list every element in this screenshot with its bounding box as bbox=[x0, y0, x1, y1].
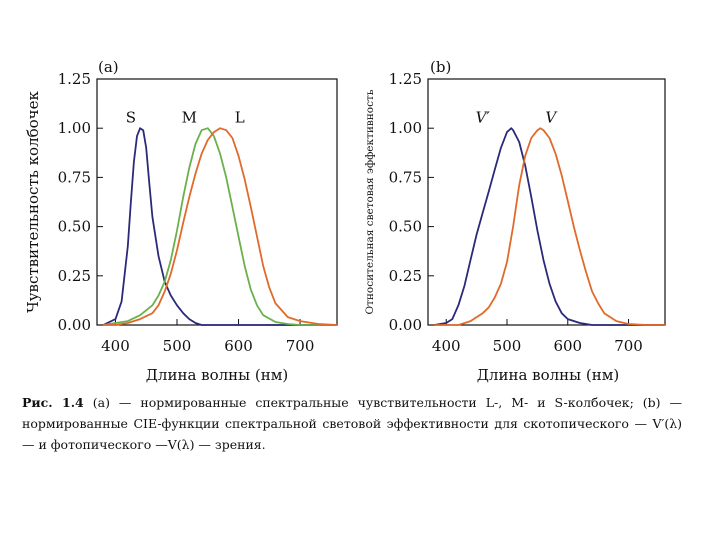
curve-label-a: M bbox=[182, 108, 197, 126]
curve-label-a: L bbox=[235, 108, 245, 126]
x-tick-label-a: 400 bbox=[101, 337, 130, 355]
figure-caption: Рис. 1.4 (a) — нормированные спектральны… bbox=[22, 392, 682, 455]
x-tick-label-a: 600 bbox=[224, 337, 253, 355]
curve-label-a: S bbox=[126, 108, 136, 126]
x-tick-label-b: 600 bbox=[553, 337, 582, 355]
series-line-b-V′ bbox=[433, 127, 665, 326]
y-tick-label-b: 0.50 bbox=[389, 218, 422, 236]
caption-prefix: Рис. 1.4 bbox=[22, 395, 84, 410]
x-axis-title-a: Длина волны (нм) bbox=[146, 366, 289, 384]
chart-panel-b: 0.00 0.25 0.50 0.75 1.00 1.25 400 500 600 700 V′ V (… bbox=[364, 58, 666, 384]
series-line-b-V bbox=[434, 127, 665, 326]
y-tick-label-a: 0.25 bbox=[58, 267, 91, 285]
curve-label-b: V′ bbox=[476, 108, 491, 126]
y-tick-label-b: 1.25 bbox=[389, 70, 422, 88]
chart-panel-a: 0.00 0.25 0.50 0.75 1.00 1.25 400 500 600 700 S M L (… bbox=[24, 58, 338, 384]
y-tick-label-a: 0.75 bbox=[58, 168, 91, 186]
figure: 0.00 0.25 0.50 0.75 1.00 1.25 400 500 600 700 S M L (… bbox=[24, 58, 666, 384]
panel-label-a: (a) bbox=[98, 58, 119, 76]
caption-text: (a) — нормированные спектральные чувстви… bbox=[22, 395, 682, 452]
y-tick-label-a: 1.00 bbox=[58, 119, 91, 137]
y-axis-title-b: Относительная световая эффективность bbox=[364, 89, 376, 314]
y-tick-label-a: 0.00 bbox=[58, 316, 91, 334]
panel-label-b: (b) bbox=[430, 58, 451, 76]
x-tick-label-a: 500 bbox=[163, 337, 192, 355]
x-tick-label-b: 700 bbox=[614, 337, 643, 355]
y-tick-label-a: 0.50 bbox=[58, 218, 91, 236]
y-tick-label-b: 0.75 bbox=[389, 168, 422, 186]
series-line-a-L bbox=[103, 127, 338, 326]
y-tick-label-b: 1.00 bbox=[389, 119, 422, 137]
x-tick-label-b: 500 bbox=[493, 337, 522, 355]
curve-label-b: V bbox=[545, 108, 558, 126]
y-tick-label-b: 0.00 bbox=[389, 316, 422, 334]
y-tick-label-b: 0.25 bbox=[389, 267, 422, 285]
x-tick-label-a: 700 bbox=[286, 337, 315, 355]
x-axis-title-b: Длина волны (нм) bbox=[477, 366, 620, 384]
series-line-a-M bbox=[103, 127, 337, 326]
y-axis-title-a: Чувствительность колбочек bbox=[24, 91, 42, 313]
x-tick-label-b: 400 bbox=[432, 337, 461, 355]
plot-frame-b bbox=[427, 78, 666, 326]
y-tick-label-a: 1.25 bbox=[58, 70, 91, 88]
